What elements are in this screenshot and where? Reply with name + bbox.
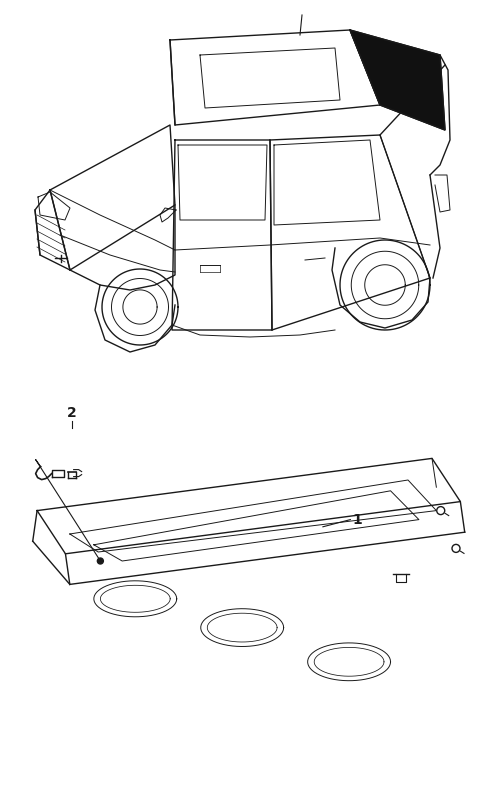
Polygon shape (350, 30, 445, 130)
Text: 2: 2 (67, 406, 77, 421)
Circle shape (437, 507, 445, 515)
Text: 1: 1 (352, 512, 362, 527)
Circle shape (97, 558, 103, 564)
Circle shape (452, 545, 460, 553)
